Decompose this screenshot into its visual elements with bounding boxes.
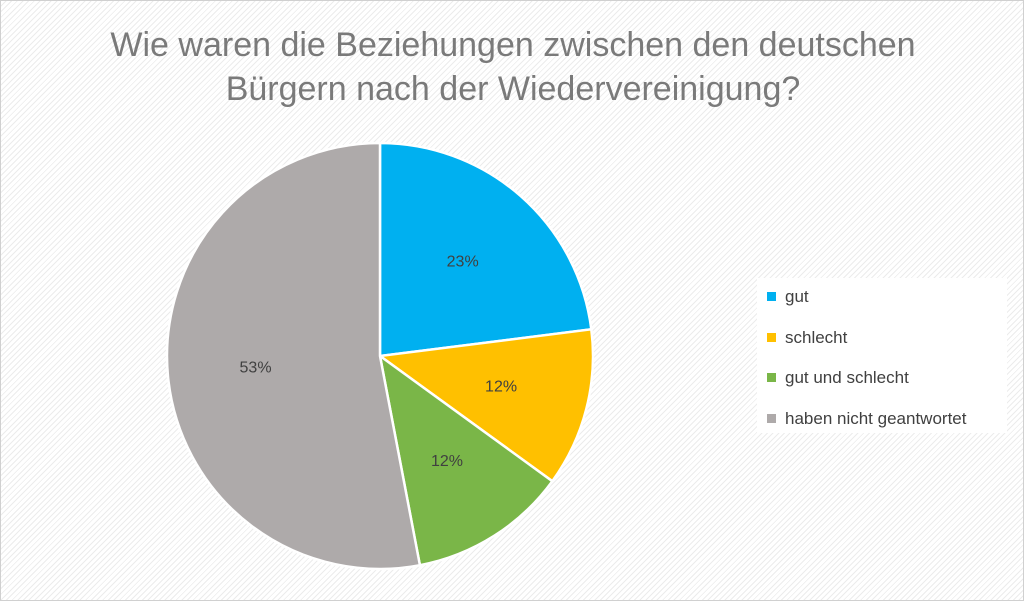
data-label-0: 23% [447,254,479,271]
legend: gut schlecht gut und schlecht haben nicht g… [757,278,1007,433]
legend-label-2: gut und schlecht [785,368,909,387]
pie-slice-2 [378,353,555,567]
chart-title-line-2: Bürgern nach der Wiedervereinigung? [225,70,801,108]
legend-label-0: gut [785,287,809,306]
legend-swatch-3 [767,413,776,423]
data-label-2: 12% [431,453,463,470]
legend-item-0: gut [767,285,809,309]
pie-slice-3 [165,141,422,571]
chart-title-line-1: Wie waren die Beziehungen zwischen den d… [110,26,916,64]
data-label-1: 12% [485,379,517,396]
legend-label-1: schlecht [785,327,848,347]
legend-item-1: schlecht [767,326,847,350]
legend-item-2: gut und schlecht [767,366,909,390]
legend-swatch-1 [767,332,776,342]
data-label-3: 53% [240,359,272,376]
legend-item-3: haben nicht geantwortet [767,407,966,431]
legend-swatch-0 [767,292,776,302]
legend-swatch-2 [767,373,776,383]
pie-slice-1 [376,327,595,483]
pie-slice-0 [378,141,593,358]
legend-label-3: haben nicht geantwortet [785,408,967,428]
chart-title: Wie waren die Beziehungen zwischen den d… [41,23,985,111]
